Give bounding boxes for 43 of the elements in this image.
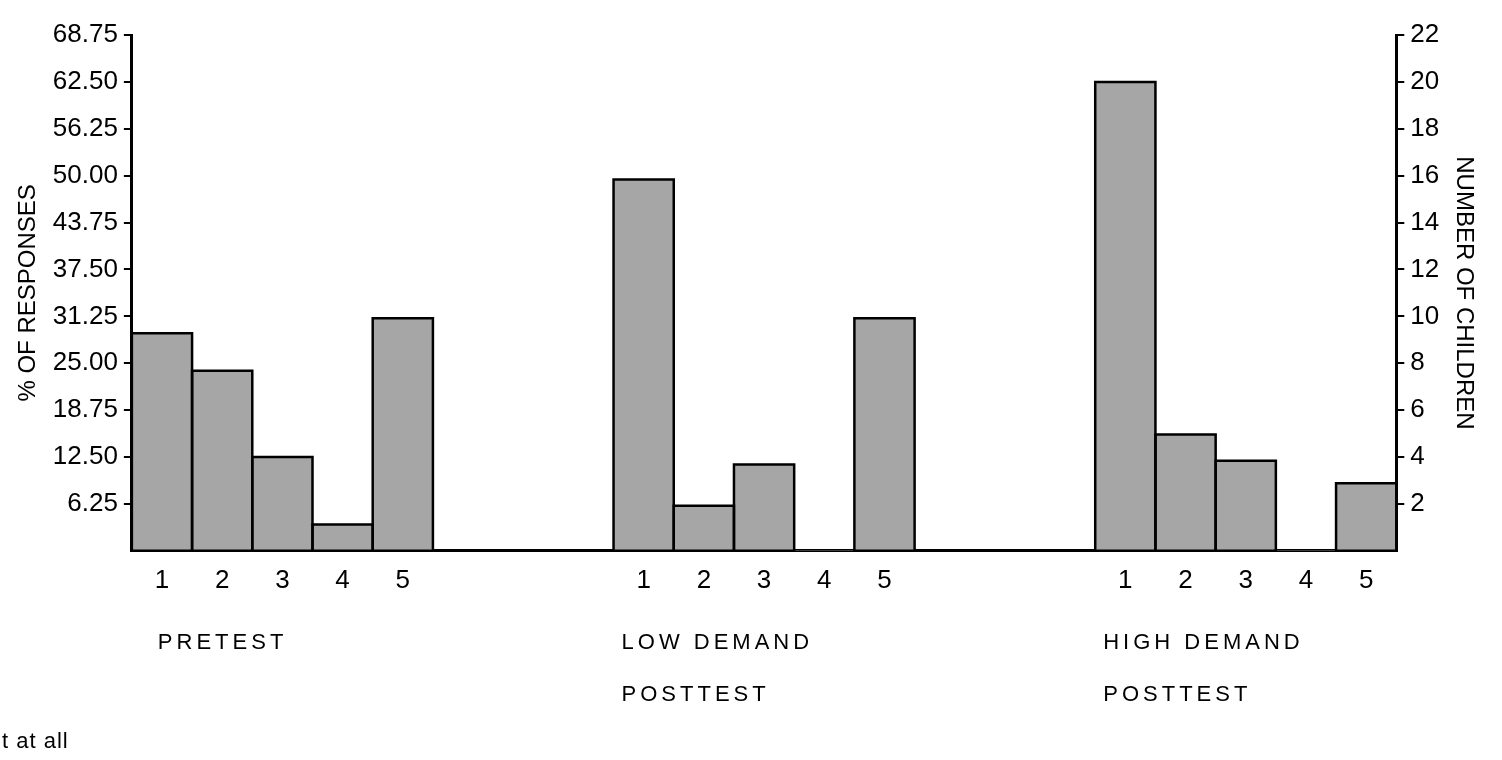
x-tick-label: 4: [335, 563, 350, 594]
y2-tick-label: 10: [1410, 299, 1440, 330]
x-tick-label: 3: [756, 563, 772, 594]
x-tick-label: 2: [1178, 563, 1193, 594]
y2-tick-label: 20: [1410, 65, 1440, 96]
y-tick-label: 37.50: [52, 252, 118, 283]
y2-tick-label: 4: [1410, 440, 1425, 471]
y2-tick-label: 2: [1410, 487, 1425, 518]
y-tick-label: 31.25: [52, 299, 118, 330]
text: HIGH DEMAND POSTTEST: [1103, 629, 1304, 707]
y2-tick-label: 12: [1410, 252, 1440, 283]
x-tick-label: 4: [1298, 563, 1314, 594]
text: LOW DEMAND POSTTEST: [621, 629, 814, 707]
y-tick-label: 50.00: [52, 158, 118, 189]
text: t at all: [2, 728, 69, 754]
x-tick-label: 4: [817, 563, 832, 594]
y2-tick-label: 16: [1410, 158, 1440, 189]
y-tick-label: 18.75: [52, 393, 118, 424]
y-axis-title: % OF RESPONSES: [13, 184, 41, 402]
y-tick-label: 68.75: [52, 18, 118, 49]
y-tick-label: 56.25: [52, 111, 118, 142]
x-tick-label: 2: [696, 563, 712, 594]
y-tick-label: 12.50: [52, 440, 118, 471]
x-tick-label: 1: [1118, 563, 1133, 594]
y-tick-label: 62.50: [52, 65, 118, 96]
x-tick-label: 5: [1358, 563, 1374, 594]
x-tick-label: 1: [154, 563, 170, 594]
y2-axis-title: NUMBER OF CHILDREN: [1451, 156, 1479, 430]
x-tick-label: 5: [877, 563, 892, 594]
y-tick-label: 6.25: [67, 487, 118, 518]
y-tick-label: 25.00: [52, 346, 118, 377]
x-tick-label: 3: [1238, 563, 1253, 594]
x-tick-label: 3: [275, 563, 290, 594]
x-tick-label: 2: [214, 563, 230, 594]
y2-tick-label: 22: [1410, 18, 1440, 49]
text: PRETEST: [157, 629, 288, 655]
x-tick-label: 5: [395, 563, 411, 594]
y2-tick-label: 14: [1410, 205, 1440, 236]
y2-tick-label: 18: [1410, 111, 1440, 142]
y2-tick-label: 6: [1410, 393, 1425, 424]
x-tick-label: 1: [636, 563, 651, 594]
y2-tick-label: 8: [1410, 346, 1425, 377]
y-tick-label: 43.75: [52, 205, 118, 236]
